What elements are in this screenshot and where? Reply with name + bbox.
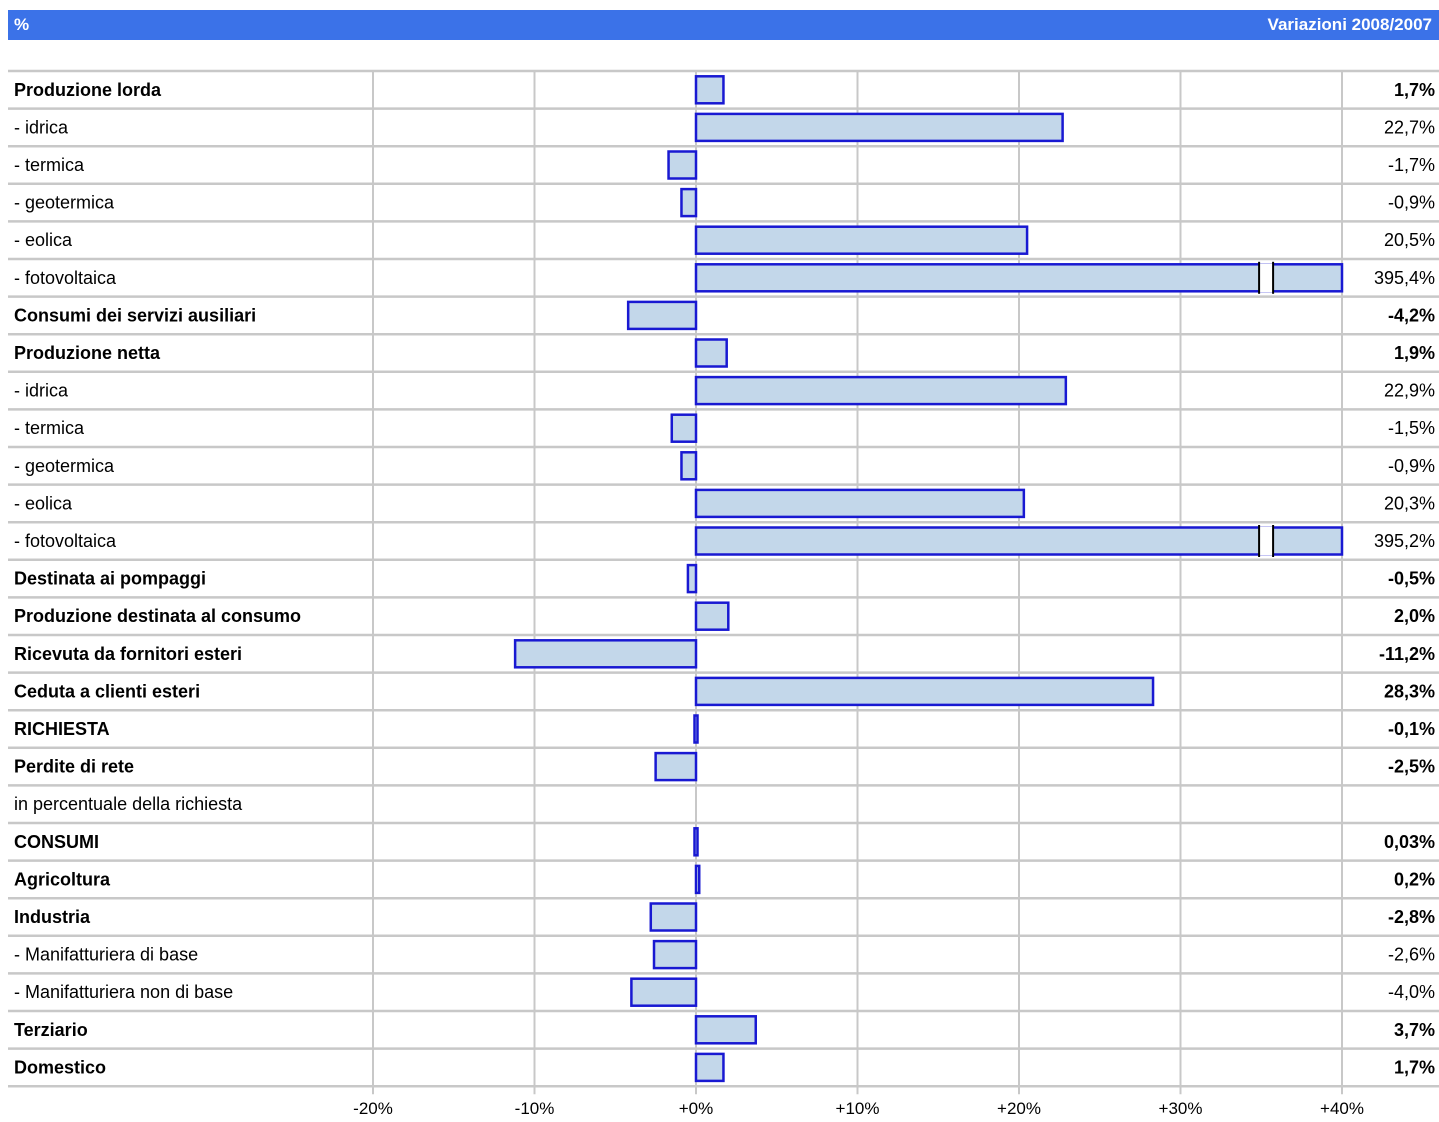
row-label: - termica [14, 418, 85, 438]
row-value: -1,5% [1388, 418, 1435, 438]
x-tick-label: -10% [515, 1099, 555, 1118]
bar [686, 563, 698, 594]
x-tick-label: +10% [836, 1099, 880, 1118]
row-label: Destinata ai pompaggi [14, 569, 206, 589]
bar [694, 864, 701, 895]
bar [694, 676, 1155, 707]
row-value: 1,7% [1394, 80, 1435, 100]
bar [649, 902, 698, 932]
row-value: 395,4% [1374, 268, 1435, 288]
bar [626, 300, 698, 331]
axis-break-gap [1259, 526, 1274, 556]
bar [694, 75, 725, 105]
row-value: -0,9% [1388, 456, 1435, 476]
bar [652, 939, 698, 970]
row-label: Produzione lorda [14, 80, 162, 100]
bar [680, 187, 698, 218]
row-value: 395,2% [1374, 531, 1435, 551]
row-label: - eolica [14, 230, 73, 250]
chart-header: % Variazioni 2008/2007 [8, 10, 1439, 40]
bar [693, 827, 699, 857]
row-label: CONSUMI [14, 832, 99, 852]
row-label: Produzione destinata al consumo [14, 606, 301, 626]
bar [694, 1015, 758, 1045]
bar [694, 601, 730, 631]
bar [513, 639, 698, 669]
axis-break-gap [1259, 263, 1274, 293]
x-tick-label: -20% [353, 1099, 393, 1118]
row-label: - eolica [14, 493, 73, 513]
row-value: 22,7% [1384, 117, 1435, 137]
row-label: RICHIESTA [14, 719, 110, 739]
bar [694, 488, 1026, 519]
row-value: -2,8% [1388, 907, 1435, 927]
row-label: - geotermica [14, 456, 115, 476]
row-label: - termica [14, 155, 85, 175]
row-value: -2,6% [1388, 945, 1435, 965]
row-label: - idrica [14, 381, 69, 401]
x-tick-label: +40% [1320, 1099, 1364, 1118]
bar [654, 751, 698, 782]
row-label: Domestico [14, 1057, 106, 1077]
bar [694, 375, 1068, 406]
row-label: Consumi dei servizi ausiliari [14, 305, 256, 325]
bar [680, 451, 698, 481]
bar [694, 526, 1344, 556]
row-label: Terziario [14, 1020, 88, 1040]
row-value: -4,2% [1388, 305, 1435, 325]
row-label: Ceduta a clienti esteri [14, 681, 200, 701]
row-label: Ricevuta da fornitori esteri [14, 644, 242, 664]
bar [667, 150, 698, 180]
row-label: Industria [14, 907, 91, 927]
bar [694, 112, 1064, 143]
row-value: 3,7% [1394, 1020, 1435, 1040]
row-label: in percentuale della richiesta [14, 794, 243, 814]
row-label: - Manifatturiera non di base [14, 982, 233, 1002]
row-value: -2,5% [1388, 757, 1435, 777]
row-value: 1,7% [1394, 1057, 1435, 1077]
row-value: 22,9% [1384, 381, 1435, 401]
row-label: - geotermica [14, 193, 115, 213]
row-value: -0,1% [1388, 719, 1435, 739]
x-tick-label: +20% [997, 1099, 1041, 1118]
chart-title: Variazioni 2008/2007 [1267, 15, 1432, 34]
row-value: 0,2% [1394, 869, 1435, 889]
bar [630, 977, 698, 1007]
row-value: -1,7% [1388, 155, 1435, 175]
row-value: -0,9% [1388, 193, 1435, 213]
row-value: 28,3% [1384, 681, 1435, 701]
row-label: Produzione netta [14, 343, 161, 363]
bar [670, 413, 698, 443]
row-value: -11,2% [1379, 644, 1435, 664]
row-label: Agricoltura [14, 869, 111, 889]
bar [694, 225, 1029, 255]
row-value: 2,0% [1394, 606, 1435, 626]
row-label: - Manifatturiera di base [14, 945, 198, 965]
row-value: -4,0% [1388, 982, 1435, 1002]
row-label: - fotovoltaica [14, 268, 117, 288]
row-label: - idrica [14, 117, 69, 137]
bar [693, 714, 699, 744]
row-label: Perdite di rete [14, 757, 134, 777]
row-value: 20,5% [1384, 230, 1435, 250]
x-tick-label: +30% [1159, 1099, 1203, 1118]
row-label: - fotovoltaica [14, 531, 117, 551]
bar [694, 263, 1344, 293]
row-value: 20,3% [1384, 493, 1435, 513]
unit-label: % [14, 15, 30, 34]
x-tick-label: +0% [679, 1099, 714, 1118]
row-value: -0,5% [1388, 569, 1435, 589]
bar [694, 1052, 725, 1083]
bar [694, 338, 728, 368]
row-value: 1,9% [1394, 343, 1435, 363]
row-value: 0,03% [1384, 832, 1435, 852]
